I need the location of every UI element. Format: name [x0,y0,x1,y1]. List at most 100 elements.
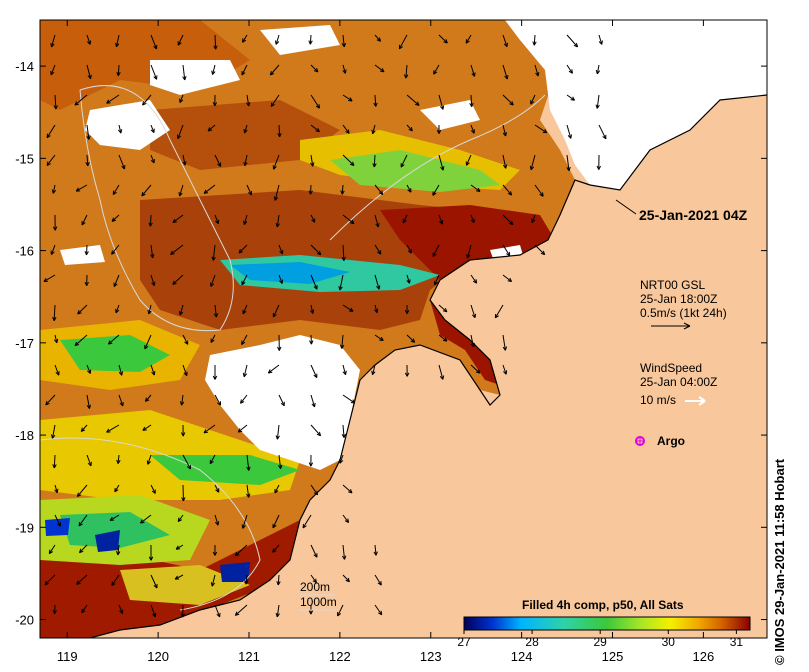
current-arrow [182,154,187,166]
current-arrow [310,574,317,584]
current-arrow [210,574,216,587]
current-arrow [270,94,280,107]
current-arrow [43,274,56,283]
current-arrow [150,574,158,589]
current-arrow [81,604,88,614]
current-arrow [111,244,120,255]
date-title: 25-Jan-2021 04Z [639,207,748,223]
current-arrow [114,484,120,493]
current-arrow [404,364,410,377]
current-arrow [310,124,320,133]
current-arrow [214,394,222,406]
current-arrow [272,154,280,170]
current-arrow [176,124,184,140]
current-arrow [177,34,184,46]
current-arrow [530,94,536,105]
current-arrow [84,244,89,256]
warm-band-6 [150,100,340,170]
current-arrow [341,544,347,560]
current-arrow [53,94,58,110]
current-arrow [374,64,385,73]
current-arrow [79,544,88,554]
current-arrow [243,124,248,134]
current-arrow [86,64,92,80]
current-arrow [529,154,536,171]
cloud-region-4 [150,60,240,95]
current-scale-arrow [651,322,691,330]
current-arrow [213,34,218,50]
current-arrow [403,64,409,79]
current-arrow [308,184,313,195]
current-arrow [44,574,56,586]
current-arrow [502,364,508,375]
current-arrow [469,94,474,107]
current-arrow [180,604,185,618]
current-arrow [170,244,184,255]
current-arrow [432,244,440,257]
current-arrow [182,334,189,345]
current-arrow [50,34,56,48]
current-arrow [272,514,280,529]
current-arrow [214,514,220,526]
lon-tick-label: 125 [602,649,624,664]
green-patch-2 [60,335,170,372]
cyan-patch-2 [230,262,350,284]
current-arrow [310,364,318,379]
current-arrow [310,424,322,437]
current-arrow [172,274,184,285]
argo-label: Argo [657,434,685,448]
current-arrow [502,274,513,283]
lat-tick-label: -17 [15,336,34,351]
current-arrow [275,34,280,45]
current-arrow [406,124,413,132]
current-arrow [534,124,548,134]
current-arrow [309,334,314,345]
lon-tick-label: 123 [420,649,442,664]
current-arrow [141,184,152,197]
current-arrow [148,544,154,561]
current-arrow [278,274,284,284]
current-arrow [310,544,318,558]
current-arrow [277,124,282,138]
current-arrow [76,574,88,585]
green-patch-1 [330,150,500,192]
current-arrow [342,484,353,494]
current-arrow [470,124,475,134]
current-arrow [310,94,320,109]
current-arrow [342,64,347,74]
current-arrow [374,244,382,255]
current-arrow [178,184,184,197]
current-arrow [111,214,120,222]
imos-credit: © IMOS 29-Jan-2021 11:58 Hobart [772,458,787,665]
current-arrow [118,364,124,376]
current-arrow [531,214,536,224]
current-arrow [374,604,383,616]
current-arrow [374,184,384,195]
current-arrow [240,394,248,404]
current-arrow [246,454,251,471]
current-arrow [438,334,448,342]
current-arrow [438,214,444,225]
lat-tick-label: -20 [15,613,34,628]
current-arrow [465,154,472,166]
current-arrow [147,304,152,315]
current-arrow [106,94,120,104]
bathymetry-200m-contour [79,85,234,332]
current-arrow [182,364,188,377]
current-legend-line1: NRT00 GSL [640,278,705,292]
colorbar-label: 28 [525,635,539,649]
current-arrow [51,184,57,194]
current-arrow [74,334,88,347]
current-arrow [241,64,248,76]
current-arrow [150,34,158,50]
current-arrow [438,304,448,313]
current-arrow [502,154,508,169]
current-arrow [146,454,152,465]
current-arrow [80,424,88,432]
current-arrow [214,604,221,618]
current-arrow [241,34,248,43]
current-arrow [52,454,57,469]
current-arrow [374,274,381,290]
current-arrow [81,214,88,226]
lat-tick-label: -18 [15,428,34,443]
